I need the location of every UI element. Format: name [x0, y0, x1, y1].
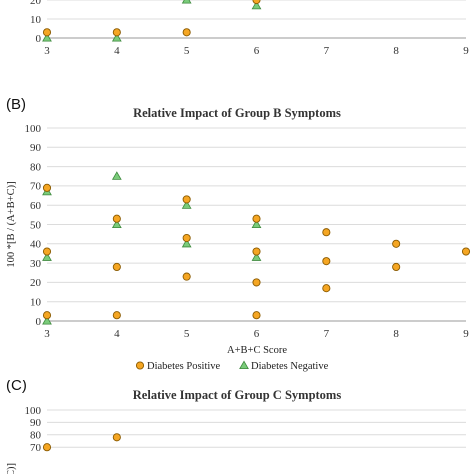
y-tick-label: 0 [36, 316, 42, 328]
y-axis-label: 100 *[B / (A+B+C)] [6, 181, 17, 267]
chart-title: Relative Impact of Group B Symptoms [133, 106, 341, 120]
data-point-diabetes-positive [42, 183, 52, 192]
x-tick-label: 9 [463, 328, 469, 340]
data-point-diabetes-negative [42, 252, 52, 261]
data-point-diabetes-positive [322, 284, 331, 293]
data-point-diabetes-positive [252, 214, 261, 223]
x-axis-label: A+B+C Score [227, 345, 287, 356]
y-tick-label: 80 [30, 161, 42, 173]
y-tick-label: 100 [25, 405, 42, 417]
x-tick-label: 6 [254, 328, 260, 340]
data-point-diabetes-positive [42, 247, 52, 256]
y-tick-label: 30 [30, 258, 42, 270]
data-point-diabetes-positive [182, 233, 191, 243]
data-point-diabetes-negative [251, 219, 262, 229]
data-point-diabetes-negative [251, 0, 262, 10]
panel-label: (B) [6, 96, 26, 113]
y-tick-label: 10 [30, 297, 42, 309]
x-tick-label: 7 [324, 328, 330, 340]
x-tick-label: 6 [254, 45, 260, 57]
data-point-diabetes-negative [181, 0, 192, 4]
y-tick-label: 80 [30, 430, 42, 442]
data-point-diabetes-positive [182, 28, 191, 37]
panel-label: (C) [6, 377, 27, 394]
y-tick-label: 50 [30, 219, 42, 231]
data-point-diabetes-positive [112, 28, 121, 37]
data-point-diabetes-negative [111, 32, 122, 42]
x-tick-label: 3 [44, 45, 50, 57]
x-tick-label: 4 [114, 45, 120, 57]
data-point-diabetes-positive [252, 278, 261, 287]
data-point-diabetes-positive [42, 311, 52, 320]
data-point-diabetes-negative [111, 219, 122, 229]
x-tick-label: 3 [44, 328, 50, 340]
data-point-diabetes-negative [42, 315, 52, 325]
y-tick-label: 70 [30, 181, 42, 193]
chart-title: Relative Impact of Group C Symptoms [133, 388, 342, 402]
y-tick-label: 40 [30, 239, 42, 251]
data-point-diabetes-positive [112, 214, 121, 223]
legend-label: Diabetes Negative [251, 78, 329, 89]
y-tick-label: 70 [30, 442, 42, 454]
chart-panel-1: 0 10 20 3 4 5 6 7 8 9 A+B+C Score Diabetes Positive… [30, 0, 469, 89]
data-point-diabetes-negative [111, 171, 122, 180]
legend-label: Diabetes Positive [147, 78, 221, 89]
x-tick-label: 5 [184, 45, 190, 57]
y-tick-label: 90 [30, 417, 42, 429]
data-point-diabetes-negative [181, 200, 192, 209]
data-point-diabetes-positive [461, 247, 471, 256]
data-point-diabetes-positive [112, 433, 121, 442]
data-point-diabetes-positive [42, 28, 52, 37]
y-tick-label: 20 [30, 277, 42, 289]
data-point-diabetes-negative [251, 252, 262, 261]
legend-triangle-marker [239, 360, 249, 370]
x-axis-label: A+B+C Score [227, 62, 287, 73]
y-tick-label: 10 [30, 14, 42, 26]
chart-panel-2: (B) Relative Impact of Group B Symptoms 0 1… [6, 96, 471, 372]
data-point-diabetes-positive [252, 247, 261, 256]
y-axis-label: C)] [6, 463, 17, 474]
x-tick-label: 8 [393, 328, 399, 340]
x-tick-label: 8 [393, 45, 399, 57]
chart-panel-3: (C) Relative Impact of Group C Symptoms 70… [6, 377, 466, 474]
y-tick-label: 100 [25, 123, 42, 135]
data-point-diabetes-negative [42, 32, 52, 42]
data-point-diabetes-positive [252, 0, 261, 5]
data-point-diabetes-positive [112, 311, 121, 320]
data-point-diabetes-positive [182, 195, 191, 204]
y-tick-label: 0 [36, 33, 42, 45]
x-tick-label: 5 [184, 328, 190, 340]
y-tick-label: 90 [30, 142, 42, 154]
data-point-diabetes-positive [392, 239, 401, 248]
y-tick-label: 60 [30, 200, 42, 212]
legend-label: Diabetes Positive [147, 361, 221, 372]
y-tick-label: 20 [30, 0, 42, 7]
x-tick-label: 7 [324, 45, 330, 57]
data-point-diabetes-positive [322, 228, 331, 237]
legend-label: Diabetes Negative [251, 361, 329, 372]
legend-circle-marker [135, 361, 145, 370]
data-point-diabetes-positive [112, 262, 121, 272]
data-point-diabetes-positive [182, 272, 191, 281]
data-point-diabetes-positive [42, 443, 52, 452]
legend-circle-marker [136, 79, 143, 86]
x-tick-label: 4 [114, 328, 120, 340]
data-point-diabetes-positive [322, 257, 331, 266]
data-point-diabetes-positive [252, 311, 261, 320]
legend-triangle-marker [240, 78, 248, 85]
x-tick-label: 9 [463, 45, 469, 57]
data-point-diabetes-positive [392, 262, 401, 272]
data-point-diabetes-negative [181, 238, 192, 248]
